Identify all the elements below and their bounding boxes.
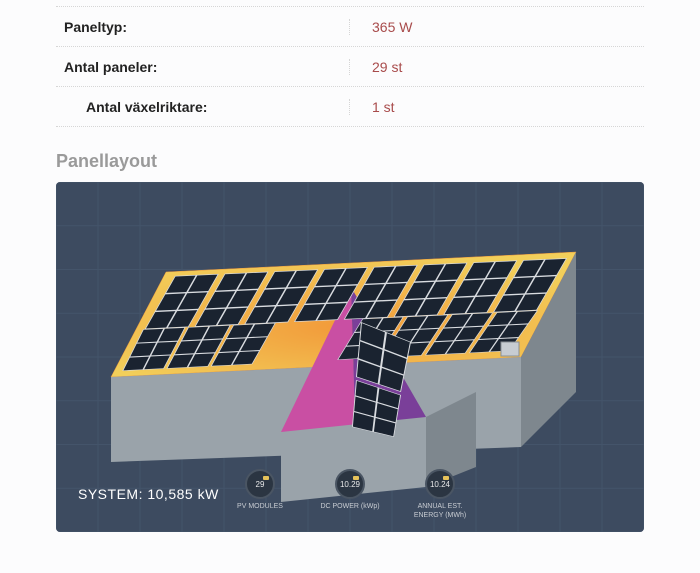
- gauge-row: 29 PV MODULES 10.29 DC POWER (kWp) 10.24…: [227, 469, 473, 520]
- gauge-caption: ANNUAL EST. ENERGY (MWh): [407, 503, 473, 520]
- gauge-caption: PV MODULES: [237, 503, 283, 511]
- gauge-dial: 29: [245, 469, 275, 499]
- gauge-pv-modules[interactable]: 29 PV MODULES: [227, 469, 293, 520]
- section-title-panellayout: Panellayout: [56, 151, 644, 172]
- spec-value-antal-paneler: 29 st: [350, 59, 644, 75]
- gauge-annual-energy[interactable]: 10.24 ANNUAL EST. ENERGY (MWh): [407, 469, 473, 520]
- gauge-dial: 10.24: [425, 469, 455, 499]
- system-label-value: 10,585 kW: [147, 486, 218, 502]
- spec-row: Antal paneler: 29 st: [56, 47, 644, 87]
- spec-value-paneltyp: 365 W: [350, 19, 644, 35]
- system-label: SYSTEM: 10,585 kW: [78, 486, 219, 502]
- gauge-caption: DC POWER (kWp): [320, 503, 379, 511]
- spec-table: Paneltyp: 365 W Antal paneler: 29 st Ant…: [56, 6, 644, 127]
- spec-label-antal-vaxelriktare: Antal växelriktare:: [56, 99, 350, 115]
- system-label-prefix: SYSTEM:: [78, 486, 147, 502]
- spec-label-paneltyp: Paneltyp:: [56, 19, 350, 35]
- spec-label-antal-paneler: Antal paneler:: [56, 59, 350, 75]
- panel-layout-viz[interactable]: SYSTEM: 10,585 kW 29 PV MODULES 10.29 DC…: [56, 182, 644, 532]
- spec-row: Antal växelriktare: 1 st: [56, 87, 644, 127]
- spec-value-antal-vaxelriktare: 1 st: [350, 99, 644, 115]
- gauge-dial: 10.29: [335, 469, 365, 499]
- spec-row: Paneltyp: 365 W: [56, 7, 644, 47]
- gauge-dc-power[interactable]: 10.29 DC POWER (kWp): [317, 469, 383, 520]
